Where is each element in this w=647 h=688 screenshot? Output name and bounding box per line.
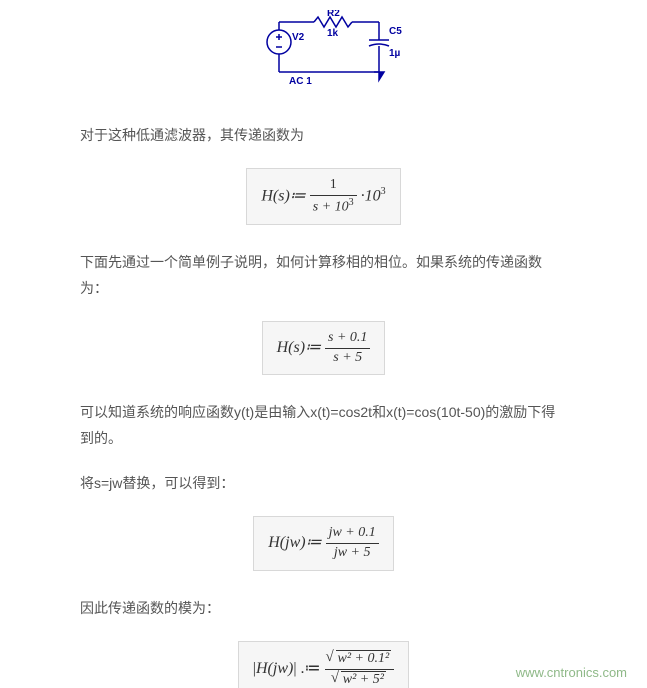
f1-den: s + 10	[313, 200, 349, 215]
formula-4: |H(jw)| .≔ w² + 0.1² w² + 5²	[80, 641, 567, 688]
label-c5: C5	[389, 26, 402, 37]
paragraph-4: 将s=jw替换，可以得到：	[80, 471, 567, 496]
f4-post: | .≔	[293, 660, 320, 677]
circuit-svg: V2 R2 1k C5 1µ AC 1	[239, 10, 409, 95]
f3-num: jw + 0.1	[326, 525, 379, 544]
f1-den-exp: 3	[349, 197, 354, 208]
article-body: V2 R2 1k C5 1µ AC 1 对于这种低通滤波器，其传递函数为 H(s…	[0, 0, 647, 688]
f2-lhs: H(s)≔	[277, 339, 321, 356]
paragraph-1: 对于这种低通滤波器，其传递函数为	[80, 123, 567, 148]
circuit-diagram: V2 R2 1k C5 1µ AC 1	[80, 10, 567, 98]
f4-lhs: H(jw)	[256, 660, 293, 677]
formula-2: H(s)≔ s + 0.1 s + 5	[80, 321, 567, 376]
label-v2: V2	[292, 32, 305, 43]
formula-lhs: H(s)≔	[261, 187, 305, 204]
f3-den: jw + 5	[326, 544, 379, 562]
f3-lhs: H(jw)≔	[268, 534, 321, 551]
paragraph-5: 因此传递函数的模为：	[80, 596, 567, 621]
label-ac1: AC 1	[289, 76, 312, 87]
formula-3: H(jw)≔ jw + 0.1 jw + 5	[80, 516, 567, 571]
label-c5-val: 1µ	[389, 48, 401, 59]
f1-mult-exp: 3	[381, 186, 386, 197]
label-r2: R2	[327, 10, 340, 19]
watermark: www.cntronics.com	[516, 665, 627, 680]
f2-den: s + 5	[325, 349, 370, 367]
f4-num: w² + 0.1²	[336, 650, 392, 668]
page: V2 R2 1k C5 1µ AC 1 对于这种低通滤波器，其传递函数为 H(s…	[0, 0, 647, 688]
f1-num: 1	[310, 177, 357, 196]
label-r2-val: 1k	[327, 28, 339, 39]
paragraph-3: 可以知道系统的响应函数y(t)是由输入x(t)=cos2t和x(t)=cos(1…	[80, 400, 567, 450]
formula-1: H(s)≔ 1 s + 103 ·103	[80, 168, 567, 225]
f2-num: s + 0.1	[325, 330, 370, 349]
f1-mult: ·10	[361, 187, 381, 204]
paragraph-2: 下面先通过一个简单例子说明，如何计算移相的相位。如果系统的传递函数为：	[80, 250, 567, 300]
f4-den: w² + 5²	[341, 671, 386, 688]
